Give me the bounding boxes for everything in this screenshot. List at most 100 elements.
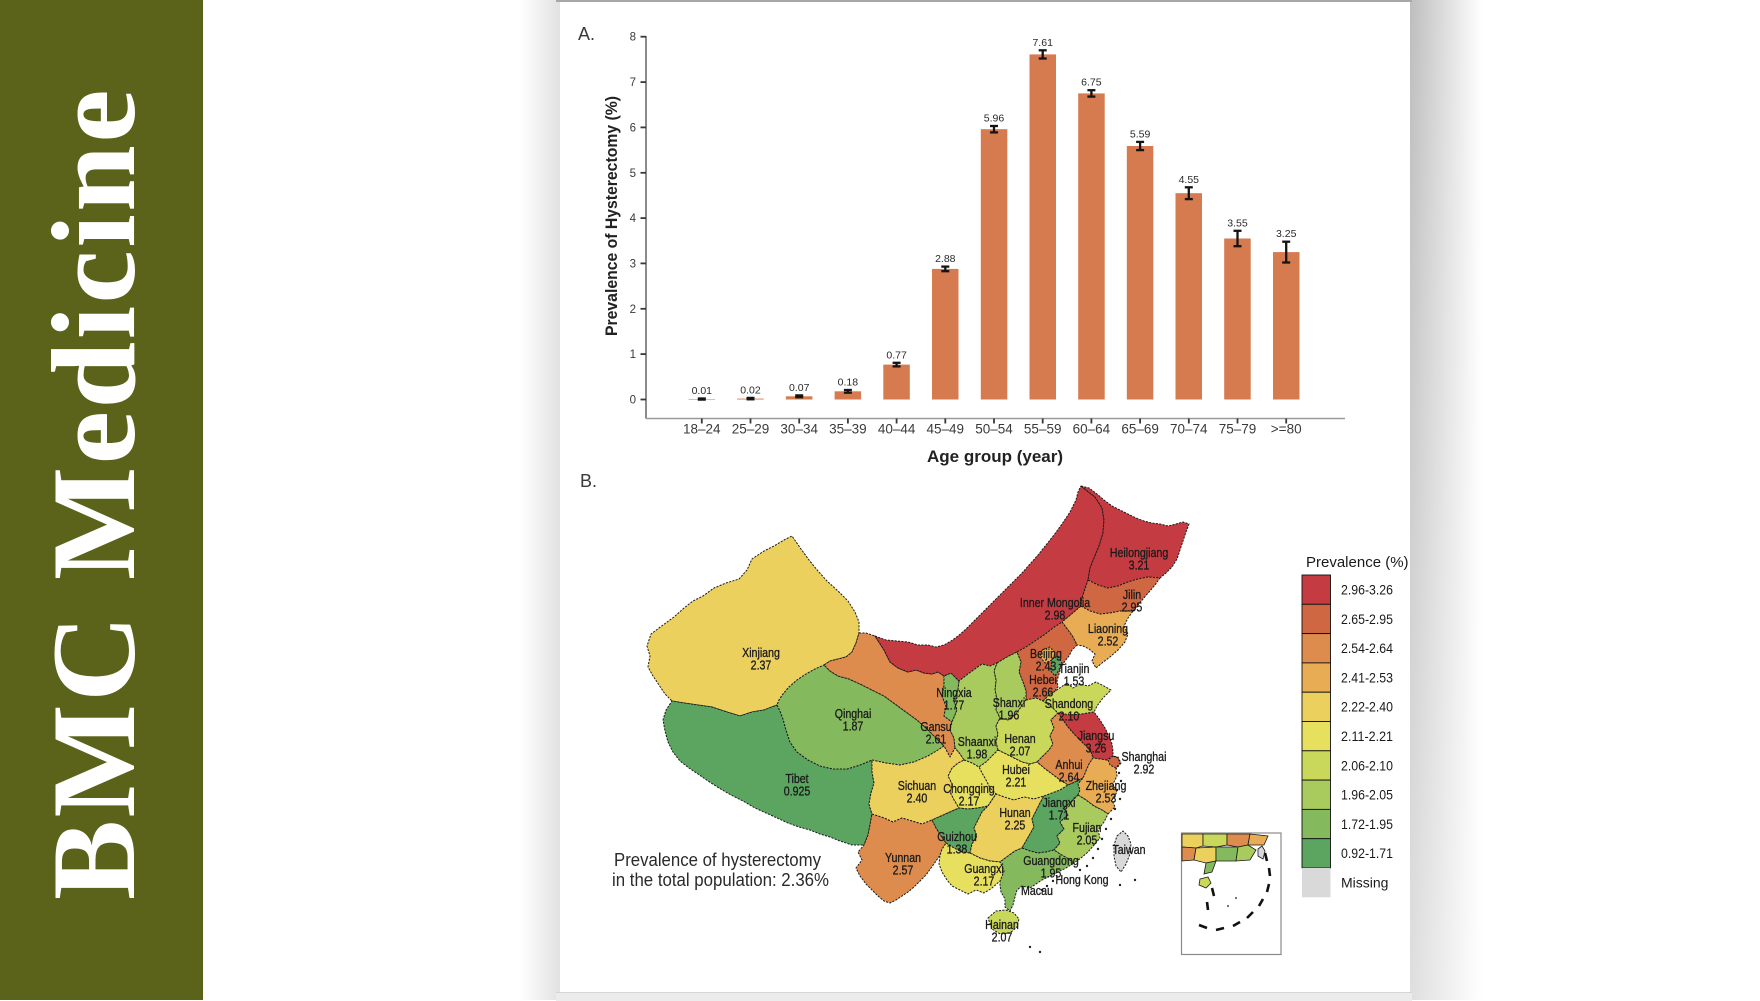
svg-text:3.21: 3.21 bbox=[1129, 559, 1150, 573]
svg-text:60–64: 60–64 bbox=[1073, 422, 1111, 437]
svg-text:0.02: 0.02 bbox=[740, 384, 761, 396]
svg-text:Beijing: Beijing bbox=[1030, 647, 1062, 661]
svg-text:in the total population: 2.36%: in the total population: 2.36% bbox=[612, 870, 829, 890]
svg-text:Taiwan: Taiwan bbox=[1112, 843, 1145, 857]
svg-text:Shandong: Shandong bbox=[1045, 697, 1093, 711]
svg-text:45–49: 45–49 bbox=[927, 422, 965, 437]
svg-text:Jiangxi: Jiangxi bbox=[1042, 796, 1075, 810]
svg-text:2.06-2.10: 2.06-2.10 bbox=[1341, 757, 1393, 773]
svg-text:Shaanxi: Shaanxi bbox=[958, 735, 996, 749]
svg-text:Missing: Missing bbox=[1341, 875, 1388, 891]
svg-text:4: 4 bbox=[630, 213, 637, 225]
svg-text:Shanghai: Shanghai bbox=[1122, 750, 1167, 764]
svg-text:2.54-2.64: 2.54-2.64 bbox=[1341, 640, 1393, 656]
svg-text:2.25: 2.25 bbox=[1005, 819, 1026, 833]
svg-text:Hunan: Hunan bbox=[999, 806, 1030, 820]
svg-text:2.64: 2.64 bbox=[1059, 771, 1080, 785]
svg-text:3.25: 3.25 bbox=[1276, 228, 1297, 240]
svg-text:5: 5 bbox=[630, 168, 636, 180]
svg-text:1.53: 1.53 bbox=[1064, 675, 1085, 689]
svg-text:2.10: 2.10 bbox=[1059, 710, 1080, 724]
svg-text:1.95: 1.95 bbox=[1041, 867, 1062, 881]
svg-text:0.01: 0.01 bbox=[692, 385, 713, 397]
svg-text:7.61: 7.61 bbox=[1032, 37, 1053, 49]
svg-text:50–54: 50–54 bbox=[975, 422, 1013, 437]
svg-text:Yunnan: Yunnan bbox=[885, 851, 921, 865]
svg-text:2.53: 2.53 bbox=[1096, 792, 1117, 806]
svg-text:Guangxi: Guangxi bbox=[964, 862, 1004, 876]
svg-text:Gansu: Gansu bbox=[920, 720, 951, 734]
svg-text:Anhui: Anhui bbox=[1055, 758, 1082, 772]
svg-text:70–74: 70–74 bbox=[1170, 422, 1208, 437]
svg-text:Prevalence of hysterectomy: Prevalence of hysterectomy bbox=[614, 850, 821, 870]
svg-text:65–69: 65–69 bbox=[1121, 422, 1159, 437]
svg-text:2.37: 2.37 bbox=[751, 659, 772, 673]
svg-text:18–24: 18–24 bbox=[683, 422, 721, 437]
svg-text:2.96-3.26: 2.96-3.26 bbox=[1341, 582, 1393, 598]
svg-text:Henan: Henan bbox=[1004, 732, 1035, 746]
svg-text:7: 7 bbox=[630, 77, 636, 89]
svg-text:0.18: 0.18 bbox=[838, 377, 859, 389]
svg-text:Hubei: Hubei bbox=[1002, 763, 1030, 777]
svg-text:Inner Mongolia: Inner Mongolia bbox=[1020, 596, 1091, 610]
svg-text:Liaoning: Liaoning bbox=[1088, 622, 1128, 636]
svg-text:2.65-2.95: 2.65-2.95 bbox=[1341, 611, 1393, 627]
svg-text:55–59: 55–59 bbox=[1024, 422, 1062, 437]
svg-text:1.87: 1.87 bbox=[843, 720, 864, 734]
svg-text:B.: B. bbox=[580, 471, 597, 491]
svg-text:Xinjiang: Xinjiang bbox=[742, 646, 780, 660]
svg-text:8: 8 bbox=[630, 32, 636, 44]
svg-text:2.11-2.21: 2.11-2.21 bbox=[1341, 728, 1393, 744]
svg-text:2.41-2.53: 2.41-2.53 bbox=[1341, 669, 1393, 685]
svg-text:Chongqing: Chongqing bbox=[943, 782, 994, 796]
svg-text:75–79: 75–79 bbox=[1219, 422, 1257, 437]
svg-text:1.96: 1.96 bbox=[999, 709, 1020, 723]
svg-text:2.43: 2.43 bbox=[1036, 660, 1057, 674]
svg-text:2.66: 2.66 bbox=[1033, 686, 1054, 700]
svg-text:Sichuan: Sichuan bbox=[898, 779, 936, 793]
svg-text:>=80: >=80 bbox=[1271, 422, 1302, 437]
svg-text:Tibet: Tibet bbox=[785, 772, 809, 786]
svg-text:35–39: 35–39 bbox=[829, 422, 867, 437]
svg-text:Prevalence (%): Prevalence (%) bbox=[1306, 554, 1409, 571]
svg-text:2.92: 2.92 bbox=[1134, 763, 1155, 777]
svg-text:2.61: 2.61 bbox=[926, 733, 947, 747]
svg-text:0: 0 bbox=[630, 395, 636, 407]
svg-text:0.925: 0.925 bbox=[784, 785, 811, 799]
svg-text:Macau: Macau bbox=[1021, 884, 1053, 898]
svg-text:1.71: 1.71 bbox=[1049, 809, 1070, 823]
svg-text:2.17: 2.17 bbox=[959, 795, 980, 809]
svg-text:0.92-1.71: 0.92-1.71 bbox=[1341, 845, 1393, 861]
svg-text:1.72-1.95: 1.72-1.95 bbox=[1341, 816, 1393, 832]
svg-text:2.07: 2.07 bbox=[992, 931, 1013, 945]
svg-text:3: 3 bbox=[630, 258, 636, 270]
svg-text:Hainan: Hainan bbox=[985, 918, 1019, 932]
svg-text:0.77: 0.77 bbox=[886, 349, 907, 361]
svg-text:2.52: 2.52 bbox=[1098, 635, 1119, 649]
svg-text:1.77: 1.77 bbox=[944, 699, 965, 713]
svg-text:Prevalence of Hysterectomy (%): Prevalence of Hysterectomy (%) bbox=[603, 96, 621, 336]
svg-text:A.: A. bbox=[578, 24, 595, 44]
svg-text:Jiangsu: Jiangsu bbox=[1078, 729, 1115, 743]
svg-text:Zhejiang: Zhejiang bbox=[1086, 779, 1127, 793]
svg-text:2.57: 2.57 bbox=[893, 864, 914, 878]
svg-text:30–34: 30–34 bbox=[780, 422, 818, 437]
svg-text:Heilongjiang: Heilongjiang bbox=[1110, 546, 1168, 560]
svg-text:2.95: 2.95 bbox=[1122, 601, 1143, 615]
svg-text:6: 6 bbox=[630, 122, 636, 134]
svg-text:2.98: 2.98 bbox=[1045, 609, 1066, 623]
svg-text:3.26: 3.26 bbox=[1086, 742, 1107, 756]
svg-text:5.59: 5.59 bbox=[1130, 128, 1151, 140]
svg-text:2.17: 2.17 bbox=[974, 875, 995, 889]
svg-text:Hebei: Hebei bbox=[1029, 673, 1057, 687]
svg-text:Qinghai: Qinghai bbox=[835, 707, 872, 721]
svg-text:Ningxia: Ningxia bbox=[936, 686, 972, 700]
svg-text:1.38: 1.38 bbox=[947, 843, 968, 857]
svg-text:5.96: 5.96 bbox=[984, 113, 1005, 125]
svg-text:25–29: 25–29 bbox=[732, 422, 770, 437]
svg-text:Guizhou: Guizhou bbox=[937, 830, 977, 844]
svg-text:1: 1 bbox=[630, 349, 636, 361]
svg-text:4.55: 4.55 bbox=[1179, 174, 1200, 186]
svg-text:2.21: 2.21 bbox=[1006, 776, 1027, 790]
svg-text:40–44: 40–44 bbox=[878, 422, 916, 437]
